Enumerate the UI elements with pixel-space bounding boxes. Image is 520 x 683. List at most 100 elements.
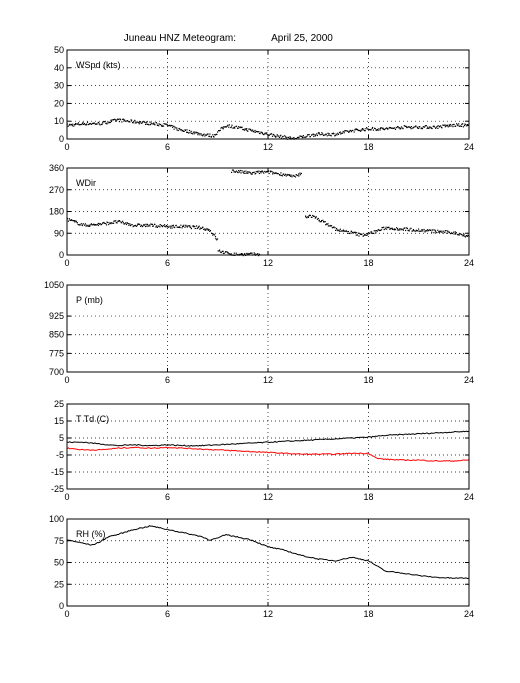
data-point [173, 125, 175, 127]
data-point [110, 119, 112, 121]
data-point [219, 251, 222, 253]
data-point [169, 125, 172, 127]
data-point [194, 225, 196, 227]
data-point [384, 228, 386, 230]
y-tick-label: 20 [54, 98, 64, 108]
data-point [354, 231, 357, 233]
data-point [251, 173, 253, 175]
data-point [418, 228, 420, 230]
data-point [149, 225, 151, 227]
data-point [359, 129, 361, 132]
data-point [220, 251, 222, 254]
data-point [387, 128, 389, 130]
data-point [309, 214, 311, 216]
data-point [418, 127, 420, 129]
data-point [291, 176, 293, 178]
data-point [354, 128, 356, 130]
data-point [117, 118, 119, 120]
data-point [407, 126, 409, 128]
data-point [289, 136, 291, 138]
data-point [385, 127, 387, 130]
data-point [446, 232, 448, 234]
data-point [394, 228, 396, 230]
data-point [77, 224, 79, 226]
panel-label: P (mb) [76, 295, 103, 305]
data-point [176, 127, 178, 129]
data-point [317, 132, 319, 134]
data-point [300, 135, 302, 137]
data-point [199, 227, 202, 229]
data-point [151, 123, 153, 125]
data-point [257, 131, 259, 133]
x-tick-label: 0 [64, 142, 69, 152]
data-point [209, 230, 211, 232]
data-point [122, 222, 124, 224]
data-point [315, 134, 317, 136]
data-point [212, 234, 214, 236]
data-point [421, 128, 424, 130]
data-point [253, 171, 255, 173]
data-point [461, 123, 463, 125]
data-point [177, 226, 179, 228]
data-point [241, 253, 243, 255]
data-point [344, 130, 346, 132]
data-point [463, 233, 465, 235]
data-point [321, 132, 323, 134]
data-point [158, 125, 160, 127]
data-point [260, 170, 263, 172]
data-point [122, 220, 124, 222]
data-point [343, 230, 345, 232]
data-point [261, 170, 263, 172]
data-point [415, 125, 417, 127]
data-point [438, 231, 440, 233]
figure-date: April 25, 2000 [271, 33, 333, 44]
data-point [401, 228, 403, 230]
data-point [123, 223, 125, 225]
data-point [108, 223, 110, 226]
data-point [112, 222, 114, 224]
data-point [246, 253, 248, 255]
data-point [141, 122, 143, 124]
y-tick-label: 90 [54, 228, 64, 238]
data-point [188, 129, 191, 132]
data-point [427, 127, 430, 129]
data-point [307, 216, 309, 218]
data-point [336, 134, 338, 136]
data-point [320, 133, 322, 136]
data-point [199, 134, 201, 136]
data-point [266, 132, 268, 134]
data-point [207, 228, 209, 230]
data-point [416, 230, 418, 232]
data-point [125, 120, 127, 122]
data-point [348, 130, 350, 133]
data-point [76, 222, 78, 224]
data-point [132, 226, 134, 228]
data-point [253, 252, 255, 254]
data-point [249, 128, 251, 130]
data-point [341, 230, 343, 232]
data-point [288, 136, 290, 138]
data-point [139, 121, 141, 123]
data-point [214, 134, 216, 136]
data-point [333, 226, 335, 228]
data-point [336, 229, 338, 231]
data-point [160, 224, 162, 227]
y-tick-label: 0 [59, 601, 64, 611]
data-point [259, 171, 261, 173]
x-tick-label: 6 [165, 492, 170, 502]
data-point [190, 130, 192, 132]
data-point [154, 223, 156, 226]
data-point [189, 132, 191, 134]
data-point [385, 226, 387, 228]
data-point [200, 133, 202, 135]
data-point [150, 122, 152, 124]
data-point [458, 123, 460, 125]
plot-area [67, 285, 469, 372]
data-point [327, 223, 329, 225]
data-point [439, 126, 441, 128]
data-point [170, 227, 172, 229]
data-point [424, 231, 426, 233]
data-point [417, 127, 419, 129]
data-point [361, 128, 363, 130]
data-point [447, 124, 449, 126]
